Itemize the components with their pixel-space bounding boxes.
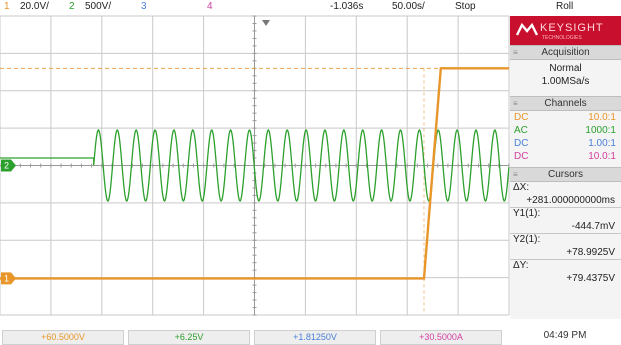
delta-y-label: ΔY: — [513, 260, 529, 271]
collapse-icon: ≡ — [513, 48, 518, 57]
bottom-offset-bar: +60.5000V +6.25V +1.81250V +30.5000A 04:… — [0, 327, 621, 345]
acquisition-header[interactable]: ≡ Acquisition — [510, 45, 621, 60]
time-scale[interactable]: 50.00s/ — [392, 1, 425, 12]
ch4-number[interactable]: 4 — [207, 1, 213, 12]
time-offset[interactable]: -1.036s — [330, 1, 364, 12]
ch1-trace — [0, 67, 509, 280]
waveform-display[interactable]: 2 1 — [0, 0, 510, 343]
channel-coupling: DC — [514, 138, 529, 149]
probe-ratio: 1000:1 — [585, 125, 616, 136]
clock: 04:49 PM — [543, 330, 587, 341]
side-panel: KEYSIGHT TECHNOLOGIES ≡ Acquisition Norm… — [510, 16, 621, 319]
ch3-number[interactable]: 3 — [141, 1, 147, 12]
ch1-ground-marker[interactable]: 1 — [1, 272, 16, 285]
ch2-marker-label: 2 — [4, 161, 9, 171]
y2-label: Y2(1): — [513, 234, 541, 245]
top-status-bar: 1 20.0V/ 2 500V/ 3 4 -1.036s 50.00s/ Sto… — [0, 0, 621, 14]
brand-logo: KEYSIGHT TECHNOLOGIES — [510, 16, 621, 45]
channel-coupling: DC — [514, 112, 529, 123]
brand-subtext: TECHNOLOGIES — [542, 35, 582, 41]
channels-header[interactable]: ≡ Channels — [510, 96, 621, 111]
y1-label: Y1(1): — [513, 208, 541, 219]
ch1-number[interactable]: 1 — [4, 1, 10, 12]
run-state[interactable]: Stop — [455, 1, 476, 12]
acquisition-panel: Normal 1.00MSa/s — [510, 60, 621, 96]
channel-row-1[interactable]: DC 10.0:1 — [510, 111, 621, 124]
ch2-trace — [0, 129, 510, 202]
y1-value: -444.7mV — [571, 221, 615, 232]
probe-ratio: 10.0:1 — [588, 151, 616, 162]
channels-title: Channels — [544, 98, 587, 109]
channel-coupling: DC — [514, 151, 529, 162]
probe-ratio: 10.0:1 — [588, 112, 616, 123]
y2-value: +78.9925V — [566, 247, 615, 258]
ch1-scale[interactable]: 20.0V/ — [20, 1, 49, 12]
ch1-marker-label: 1 — [4, 273, 9, 283]
trigger-position-icon[interactable] — [262, 20, 270, 26]
channel-row-3[interactable]: DC 1.00:1 — [510, 137, 621, 150]
probe-ratio: 1.00:1 — [588, 138, 616, 149]
cursors-title: Cursors — [547, 169, 583, 180]
channel-coupling: AC — [514, 125, 528, 136]
sample-rate: 1.00MSa/s — [541, 76, 590, 87]
acquisition-title: Acquisition — [541, 47, 590, 58]
acquisition-mode: Normal — [549, 63, 582, 74]
collapse-icon: ≡ — [513, 99, 518, 108]
ch2-ground-marker[interactable]: 2 — [1, 159, 16, 172]
channel-row-4[interactable]: DC 10.0:1 — [510, 150, 621, 163]
ch2-scale[interactable]: 500V/ — [85, 1, 112, 12]
cursors-header[interactable]: ≡ Cursors — [510, 167, 621, 182]
acquire-mode[interactable]: Roll — [556, 1, 574, 12]
ch2-number[interactable]: 2 — [69, 1, 75, 12]
delta-x-value: +281.000000000ms — [526, 195, 615, 206]
channels-panel: DC 10.0:1 AC 1000:1 DC 1.00:1 DC 10.0:1 — [510, 111, 621, 167]
channel-row-2[interactable]: AC 1000:1 — [510, 124, 621, 137]
cursors-panel: ΔX: +281.000000000ms Y1(1): -444.7mV Y2(… — [510, 182, 621, 319]
brand-text: KEYSIGHT — [540, 22, 604, 34]
keysight-logo-icon — [516, 22, 538, 36]
collapse-icon: ≡ — [513, 170, 518, 179]
delta-y-value: +79.4375V — [566, 273, 615, 284]
delta-x-label: ΔX: — [513, 182, 530, 193]
